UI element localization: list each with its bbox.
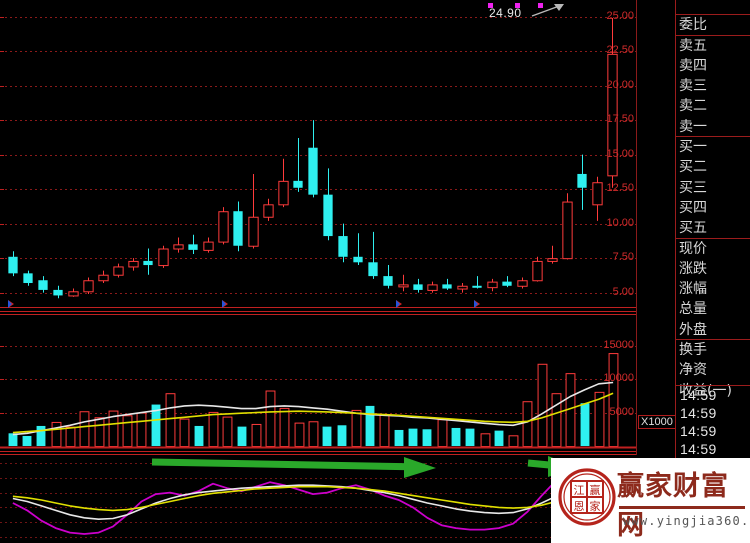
price-axis-tick	[0, 51, 4, 52]
buy-order-row[interactable]: 买一	[676, 137, 750, 157]
quote-row: 涨跌	[676, 259, 750, 279]
sell-order-row-label: 卖三	[679, 78, 707, 95]
sell-order-row-label: 卖二	[679, 98, 707, 115]
stat-row-label: 净资	[679, 362, 707, 379]
volume-multiplier-label: X1000	[638, 415, 676, 429]
sell-order-row[interactable]: 卖三	[676, 76, 750, 96]
stat-row: 收益(一)	[676, 381, 750, 401]
tick-time-row[interactable]: 14:59	[680, 441, 717, 457]
price-axis-label: 10.00	[606, 216, 634, 229]
price-axis-label: 15.00	[606, 147, 634, 160]
buy-order-row-label: 买四	[679, 199, 707, 216]
sell-order-row[interactable]: 卖二	[676, 96, 750, 116]
price-callout-label: 24.90	[489, 6, 522, 20]
price-axis-tick	[0, 86, 4, 87]
quote-detail-rows: 现价涨跌涨幅总量4外盘2	[675, 237, 750, 340]
seal-char-2: 恩	[574, 500, 585, 513]
sell-order-row-label: 卖一	[679, 118, 707, 135]
chart-right-border	[636, 0, 637, 455]
price-axis-tick	[0, 224, 4, 225]
sell-order-rows[interactable]: 卖五卖四卖三卖二卖一	[675, 34, 750, 137]
price-axis-tick	[0, 120, 4, 121]
sell-order-row-label: 卖五	[679, 37, 707, 54]
buy-order-row[interactable]: 买三	[676, 178, 750, 198]
seal-char-3: 家	[590, 499, 601, 513]
watermark-brand: 赢家财富网	[617, 471, 729, 541]
trend-arrow-long	[151, 457, 436, 478]
price-axis-tick	[0, 293, 4, 294]
price-axis-tick	[0, 17, 4, 18]
quote-row-label: 涨幅	[679, 281, 707, 298]
tick-time-row[interactable]: 14:59	[680, 405, 717, 421]
buy-order-row[interactable]: 买五	[676, 218, 750, 238]
buy-order-row-label: 买二	[679, 159, 707, 176]
quote-row-label: 现价	[679, 240, 707, 257]
price-axis-label: 7.50	[612, 251, 634, 264]
quote-row: 涨幅	[676, 279, 750, 299]
buy-order-row[interactable]: 买二	[676, 157, 750, 177]
buy-order-rows[interactable]: 买一买二买三买四买五	[675, 136, 750, 239]
price-axis-tick	[0, 258, 4, 259]
kdj-indicator-chart[interactable]	[0, 455, 636, 543]
volume-svg	[0, 346, 636, 449]
watermark-divider	[619, 506, 745, 509]
stat-row: 换手1	[676, 340, 750, 360]
watermark-url: www.yingjia360.com	[623, 514, 750, 528]
buy-order-row-label: 买三	[679, 179, 707, 196]
weibi-row: 委比 -2	[675, 14, 750, 36]
price-axis-tick	[0, 155, 4, 156]
price-axis-tick	[0, 189, 4, 190]
sell-order-row[interactable]: 卖一	[676, 117, 750, 137]
candlestick-price-chart[interactable]	[0, 0, 636, 312]
buy-order-row-label: 买五	[679, 220, 707, 237]
quote-row-label: 涨跌	[679, 260, 707, 277]
tick-time-rows[interactable]: 14:59 14:59 14:59 14:59	[675, 385, 750, 458]
price-axis-label: 5.00	[612, 285, 634, 298]
volume-axis-tick	[0, 379, 4, 380]
tick-time-row[interactable]: 14:59	[680, 423, 717, 439]
quote-top-value-row: 00	[675, 0, 750, 14]
volume-axis-tick	[0, 346, 4, 347]
price-volume-separator	[0, 311, 636, 312]
buy-order-row[interactable]: 买四	[676, 198, 750, 218]
seal-icon: 江 赢 恩 家	[558, 468, 616, 526]
kdj-svg	[0, 456, 636, 538]
seal-char-0: 江	[574, 484, 585, 497]
buy-order-row-label: 买一	[679, 139, 707, 155]
volume-panel-top-border	[0, 314, 636, 315]
weibi-label: 委比	[679, 17, 707, 33]
volume-kdj-separator	[0, 451, 636, 452]
price-axis-label: 22.50	[606, 44, 634, 57]
price-axis-label: 25.00	[606, 9, 634, 22]
watermark-logo: 江 赢 恩 家 赢家财富网 www.yingjia360.com	[551, 458, 750, 543]
sell-order-row-label: 卖四	[679, 57, 707, 74]
quote-row-label: 外盘	[679, 321, 707, 338]
quote-row: 外盘2	[676, 320, 750, 340]
volume-axis-label: 10000	[603, 372, 634, 385]
tick-time-row[interactable]: 14:59	[680, 387, 717, 403]
quote-row: 总量4	[676, 299, 750, 319]
weibi-label-row: 委比 -2	[676, 15, 750, 35]
quote-row: 现价	[676, 239, 750, 259]
price-axis-label: 12.50	[606, 182, 634, 195]
volume-axis-label: 15000	[603, 338, 634, 351]
price-svg	[0, 17, 636, 308]
quote-row-label: 总量	[679, 301, 707, 318]
sell-order-row[interactable]: 卖四	[676, 56, 750, 76]
price-axis-label: 20.00	[606, 78, 634, 91]
stat-row-label: 换手	[679, 342, 707, 358]
stat-row: 净资	[676, 360, 750, 380]
kdj-panel-top-border	[0, 454, 636, 455]
price-axis-label: 17.50	[606, 113, 634, 126]
volume-axis-tick	[0, 413, 4, 414]
volume-chart[interactable]	[0, 315, 636, 450]
sell-order-row[interactable]: 卖五	[676, 36, 750, 56]
stat-row-label: 收益(一)	[679, 382, 732, 399]
seal-char-1: 赢	[590, 483, 601, 497]
volume-axis-label: 5000	[609, 405, 634, 418]
